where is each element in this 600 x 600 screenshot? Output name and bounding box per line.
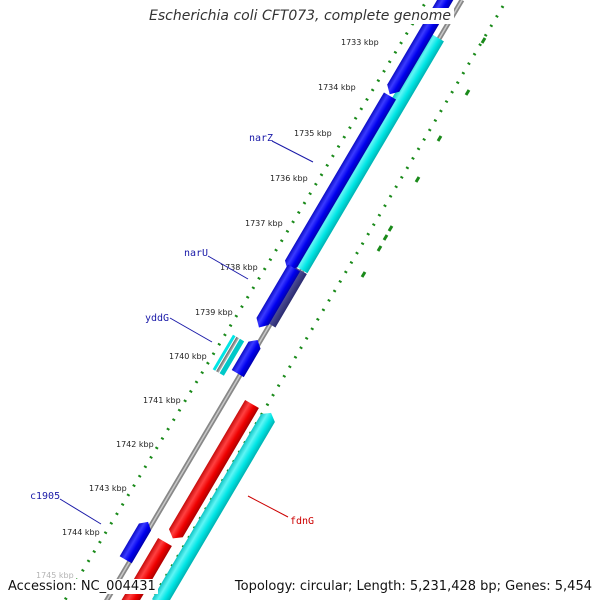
red-feature-2[interactable] xyxy=(117,537,172,600)
gene-label-c1905[interactable]: c1905 xyxy=(30,491,60,502)
gene-label-narU[interactable]: narU xyxy=(184,248,208,259)
red-feature-1[interactable] xyxy=(166,399,259,543)
tick-label: 1738 kbp xyxy=(220,263,258,272)
gene-label-yddG[interactable]: yddG xyxy=(145,313,169,324)
tick-label: 1742 kbp xyxy=(116,440,154,449)
tick-label: 1745 kbp xyxy=(36,571,74,580)
tick-label: 1734 kbp xyxy=(318,83,356,92)
cds-feature-r2[interactable] xyxy=(281,92,397,273)
cds-feature-yddG-b[interactable] xyxy=(216,336,240,373)
tick-label: 1744 kbp xyxy=(62,528,100,537)
kbp-tick-labels: 1733 kbp 1734 kbp 1735 kbp 1736 kbp 1737… xyxy=(36,38,379,580)
gc-skew-segments xyxy=(360,37,487,278)
gc-skew-inner-dots xyxy=(63,0,429,600)
gene-label-narZ[interactable]: narZ xyxy=(249,133,273,144)
cds-feature-fdnG[interactable] xyxy=(151,409,278,600)
tick-label: 1733 kbp xyxy=(341,38,379,47)
tick-label: 1741 kbp xyxy=(143,396,181,405)
rna-feature-track xyxy=(117,399,259,600)
map-title-text: Escherichia coli CFT073, complete genome xyxy=(146,8,454,24)
tick-label: 1743 kbp xyxy=(89,484,127,493)
topology-label: Topology: circular; Length: 5,231,428 bp… xyxy=(232,579,594,594)
cds-feature-c1905[interactable] xyxy=(119,518,154,564)
cds-feature-1733-1738[interactable] xyxy=(293,33,444,274)
gene-labels: narZ narU yddG c1905 fdnG xyxy=(30,133,314,527)
tick-label: 1736 kbp xyxy=(270,174,308,183)
accession-label: Accession: NC_004431 xyxy=(6,579,158,594)
cds-feature-r3[interactable] xyxy=(253,264,301,331)
cds-feature-r4[interactable] xyxy=(231,336,264,378)
tick-label: 1739 kbp xyxy=(195,308,233,317)
gene-label-fdnG[interactable]: fdnG xyxy=(290,516,314,527)
tick-label: 1735 kbp xyxy=(294,129,332,138)
map-title: Escherichia coli CFT073, complete genome xyxy=(0,8,600,24)
tick-label: 1737 kbp xyxy=(245,219,283,228)
cds-feature-yddG-c[interactable] xyxy=(219,338,245,376)
tick-label: 1740 kbp xyxy=(169,352,207,361)
cds-feature-yddG-a[interactable] xyxy=(212,334,236,371)
